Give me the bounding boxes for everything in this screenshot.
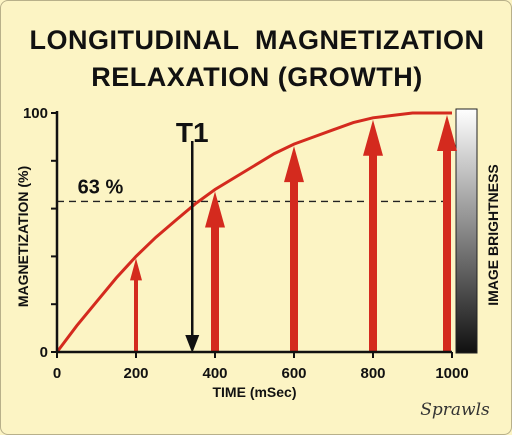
x-tick-label: 400 [202, 365, 227, 382]
x-axis-label: TIME (mSec) [212, 384, 296, 400]
chart-title-line-1: LONGITUDINAL MAGNETIZATION [29, 25, 485, 55]
x-tick-label: 0 [53, 365, 61, 382]
t1-arrow-head [185, 335, 200, 353]
chart-title-line-2: RELAXATION (GROWTH) [91, 62, 423, 92]
t1-label: T1 [176, 117, 209, 148]
x-tick-label: 200 [123, 365, 148, 382]
growth-arrow [284, 146, 304, 352]
colorbar-label: IMAGE BRIGHTNESS [485, 164, 501, 306]
x-tick-label: 800 [360, 365, 385, 382]
y-axis-label: MAGNETIZATION (%) [15, 166, 31, 307]
y-tick-label: 0 [40, 344, 48, 361]
y-tick-label: 100 [23, 105, 48, 122]
growth-arrow [437, 115, 457, 352]
growth-arrow [363, 119, 383, 352]
growth-arrow [130, 258, 142, 352]
x-tick-label: 600 [281, 365, 306, 382]
x-tick-label: 1000 [435, 365, 468, 382]
author-signature: Sprawls [420, 400, 490, 420]
growth-arrow [205, 191, 225, 352]
magnetization-curve [55, 111, 452, 353]
image-brightness-colorbar [455, 108, 478, 354]
reference-line-label: 63 % [78, 176, 124, 198]
